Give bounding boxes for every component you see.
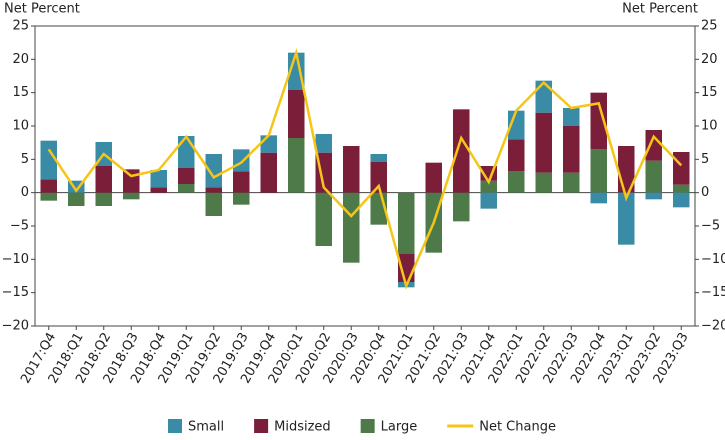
- bar: [563, 172, 580, 193]
- plot-frame: [34, 25, 696, 327]
- y2-tick-label: −10: [701, 252, 725, 267]
- bar: [315, 134, 332, 153]
- legend-item: Net Change: [447, 420, 556, 435]
- bar: [425, 162, 442, 193]
- y-tick-label: −20: [2, 319, 29, 334]
- legend-item: Midsized: [254, 419, 331, 435]
- y-tick-label: −5: [10, 219, 29, 234]
- y2-tick-label: −5: [701, 219, 720, 234]
- bar: [480, 180, 497, 193]
- legend-swatch: [360, 419, 375, 433]
- bar: [315, 192, 332, 246]
- line: [47, 47, 683, 290]
- y2-tick-label: 0: [701, 185, 709, 200]
- y-tick-label: 5: [21, 152, 29, 167]
- bar: [95, 192, 112, 206]
- bar: [590, 192, 607, 204]
- bar: [205, 192, 222, 216]
- bar: [673, 152, 690, 185]
- y-tick-label: 0: [21, 185, 29, 200]
- legend-label: Midsized: [274, 420, 331, 435]
- bar: [508, 171, 525, 193]
- legend-item: Small: [168, 419, 224, 435]
- bar: [68, 192, 85, 206]
- y2-tick-label: 5: [701, 152, 709, 167]
- y2-tick-label: 10: [701, 119, 718, 134]
- bar: [645, 130, 662, 161]
- legend-label: Small: [188, 420, 224, 435]
- bar: [535, 80, 552, 113]
- bar: [178, 136, 195, 168]
- legend-label: Net Change: [479, 420, 556, 435]
- y2-tick-label: 20: [701, 52, 718, 67]
- bar: [673, 184, 690, 193]
- bar: [590, 149, 607, 193]
- y2-tick-label: −20: [701, 319, 725, 334]
- bar: [260, 135, 277, 153]
- bar: [178, 184, 195, 193]
- bar: [453, 192, 470, 222]
- bar: [40, 192, 57, 201]
- bar: [40, 179, 57, 193]
- y2-tick-label: −15: [701, 285, 725, 300]
- bar: [343, 192, 360, 263]
- y-tick-label: 15: [12, 85, 29, 100]
- bar: [288, 90, 305, 138]
- bar: [645, 192, 662, 200]
- bar: [563, 108, 580, 126]
- y2-tick-label: 25: [701, 19, 718, 34]
- bar: [535, 172, 552, 193]
- bar: [508, 110, 525, 140]
- bar: [178, 168, 195, 184]
- y-tick-label: 20: [12, 52, 29, 67]
- bar: [288, 138, 305, 193]
- bar: [480, 192, 497, 209]
- bar: [95, 166, 112, 193]
- bar: [673, 192, 690, 208]
- y-tick-label: 25: [12, 19, 29, 34]
- bar: [535, 112, 552, 173]
- bar: [370, 154, 387, 162]
- bar: [40, 140, 57, 180]
- bar: [370, 162, 387, 193]
- bar: [233, 192, 250, 205]
- y2-tick-label: 15: [701, 85, 718, 100]
- bar: [150, 187, 167, 193]
- y-tick-label: −10: [2, 252, 29, 267]
- y2-axis-label: Net Percent: [622, 2, 698, 17]
- y-axis-label: Net Percent: [4, 2, 80, 17]
- bar: [508, 139, 525, 172]
- legend-swatch: [168, 419, 182, 433]
- bar: [233, 171, 250, 193]
- bar: [343, 146, 360, 193]
- bar: [205, 154, 222, 188]
- bar: [645, 160, 662, 193]
- y-tick-label: −15: [2, 285, 29, 300]
- bar: [453, 109, 470, 193]
- bar: [563, 126, 580, 173]
- bar: [123, 192, 140, 200]
- legend-item: Large: [360, 419, 418, 435]
- bar: [260, 152, 277, 193]
- bar: [205, 187, 222, 193]
- bar: [233, 149, 250, 172]
- bar: [398, 192, 415, 254]
- legend-label: Large: [381, 420, 418, 435]
- bar: [618, 192, 635, 245]
- legend-swatch: [254, 419, 269, 433]
- y-tick-label: 10: [12, 119, 29, 134]
- bar: [150, 170, 167, 188]
- bar: [590, 92, 607, 150]
